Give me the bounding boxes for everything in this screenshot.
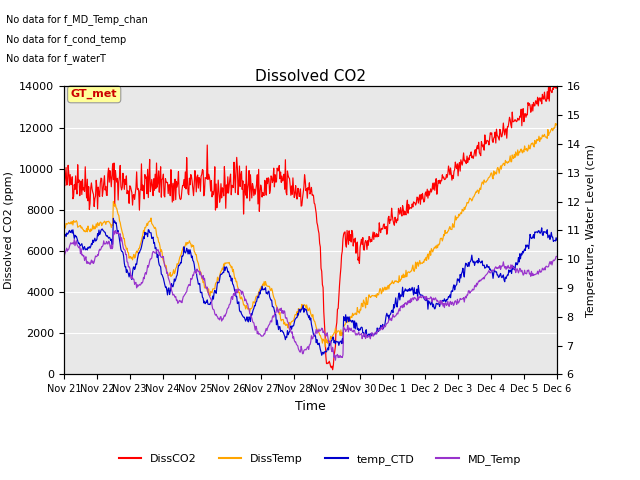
- DissTemp: [69, 222, 77, 228]
- DissCO2: [170, 198, 177, 204]
- Line: DissCO2: DissCO2: [64, 84, 557, 370]
- Text: GT_met: GT_met: [71, 89, 118, 99]
- temp_CTD: [196, 289, 204, 295]
- MD_Temp: [170, 292, 178, 298]
- temp_CTD: [60, 233, 68, 239]
- MD_Temp: [386, 317, 394, 323]
- Line: DissTemp: DissTemp: [64, 123, 557, 347]
- temp_CTD: [69, 227, 77, 233]
- DissCO2: [329, 367, 337, 372]
- Text: No data for f_cond_temp: No data for f_cond_temp: [6, 34, 127, 45]
- DissTemp: [120, 236, 127, 241]
- MD_Temp: [553, 253, 561, 259]
- MD_Temp: [371, 330, 379, 336]
- DissCO2: [60, 177, 68, 183]
- Text: No data for f_MD_Temp_chan: No data for f_MD_Temp_chan: [6, 14, 148, 25]
- DissTemp: [321, 344, 329, 350]
- temp_CTD: [553, 237, 561, 243]
- DissCO2: [553, 84, 561, 89]
- MD_Temp: [120, 247, 128, 252]
- X-axis label: Time: Time: [295, 400, 326, 413]
- MD_Temp: [60, 255, 68, 261]
- DissTemp: [385, 286, 393, 292]
- DissTemp: [553, 121, 561, 127]
- DissCO2: [371, 230, 378, 236]
- DissTemp: [170, 267, 177, 273]
- DissCO2: [550, 81, 558, 87]
- MD_Temp: [332, 357, 339, 363]
- temp_CTD: [120, 260, 128, 266]
- MD_Temp: [111, 228, 119, 233]
- Legend: DissCO2, DissTemp, temp_CTD, MD_Temp: DissCO2, DissTemp, temp_CTD, MD_Temp: [115, 450, 525, 469]
- temp_CTD: [386, 312, 394, 318]
- Y-axis label: Dissolved CO2 (ppm): Dissolved CO2 (ppm): [4, 171, 13, 289]
- temp_CTD: [109, 216, 117, 221]
- DissCO2: [196, 176, 204, 181]
- DissTemp: [371, 293, 378, 299]
- Title: Dissolved CO2: Dissolved CO2: [255, 69, 366, 84]
- DissTemp: [60, 223, 68, 228]
- Y-axis label: Temperature, Water Level (cm): Temperature, Water Level (cm): [586, 144, 596, 317]
- DissCO2: [69, 196, 77, 202]
- DissCO2: [120, 177, 127, 183]
- temp_CTD: [170, 276, 178, 282]
- DissCO2: [385, 214, 393, 219]
- MD_Temp: [196, 269, 204, 275]
- temp_CTD: [318, 352, 326, 358]
- Line: temp_CTD: temp_CTD: [64, 218, 557, 355]
- temp_CTD: [371, 331, 379, 336]
- Line: MD_Temp: MD_Temp: [64, 230, 557, 360]
- MD_Temp: [69, 240, 77, 245]
- DissTemp: [196, 267, 204, 273]
- DissTemp: [552, 120, 559, 126]
- Text: No data for f_waterT: No data for f_waterT: [6, 53, 106, 64]
